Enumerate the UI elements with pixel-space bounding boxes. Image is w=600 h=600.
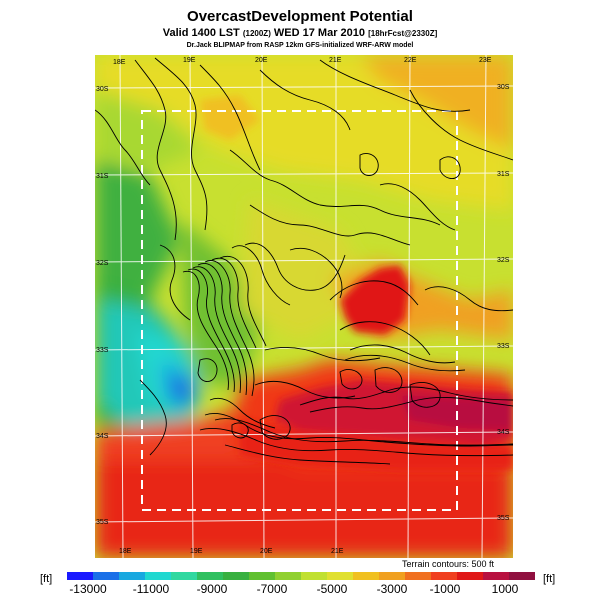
lon-labels-bottom: 18E 19E 20E 21E	[119, 548, 344, 555]
lat-lon-grid	[95, 55, 513, 558]
lat-label: 34S	[96, 433, 109, 440]
lon-label: 21E	[331, 548, 344, 555]
color-scale-tick: -3000	[376, 582, 408, 596]
model-credit: Dr.Jack BLIPMAP from RASP 12km GFS-initi…	[186, 42, 414, 49]
color-scale-swatch	[405, 572, 432, 580]
lat-labels-right: 30S 31S 32S 33S 34S 35S	[497, 84, 510, 522]
color-scale-swatch	[197, 572, 224, 580]
lon-label: 20E	[255, 57, 268, 64]
lat-label: 31S	[497, 171, 510, 178]
valid-zone: (1200Z)	[242, 29, 271, 38]
lat-label: 30S	[497, 84, 510, 91]
color-scale-swatch	[483, 572, 510, 580]
color-scale-bar	[67, 572, 535, 580]
color-scale-swatch	[509, 572, 535, 580]
lon-label: 22E	[404, 57, 417, 64]
color-scale-swatch	[145, 572, 172, 580]
lat-label: 35S	[96, 519, 109, 526]
lat-label: 32S	[497, 257, 510, 264]
color-scale-tick: -1000	[429, 582, 461, 596]
valid-prefix: Valid 1400 LST	[162, 27, 240, 39]
color-scale-swatch	[67, 572, 94, 580]
color-scale-swatch	[457, 572, 484, 580]
color-scale-tick: -5000	[316, 582, 348, 596]
valid-forecast: [18hrFcst@2330Z]	[368, 29, 438, 38]
color-scale-swatch	[93, 572, 120, 580]
color-scale-swatch	[275, 572, 302, 580]
unit-label-left: [ft]	[40, 573, 53, 585]
forecast-map: 18E 19E 20E 21E 22E 23E 18E 19E 20E 21E …	[95, 55, 513, 558]
lon-labels-top: 18E 19E 20E 21E 22E 23E	[113, 57, 492, 66]
terrain-contour-caption: Terrain contours: 500 ft	[402, 559, 495, 569]
lon-label: 18E	[119, 548, 132, 555]
lat-label: 35S	[497, 515, 510, 522]
color-scale-swatch	[327, 572, 354, 580]
color-scale-swatch	[171, 572, 198, 580]
valid-date: WED 17 Mar 2010	[273, 27, 366, 39]
lon-label: 21E	[329, 57, 342, 64]
unit-label-right: [ft]	[543, 573, 556, 585]
lat-label: 32S	[96, 260, 109, 267]
lon-label: 19E	[190, 548, 203, 555]
lon-label: 23E	[479, 57, 492, 64]
inner-domain-boundary	[141, 110, 458, 511]
lat-label: 33S	[96, 347, 109, 354]
lat-labels-left: 30S 31S 32S 33S 34S 35S	[96, 86, 109, 526]
color-scale-swatch	[431, 572, 458, 580]
color-scale-swatch	[223, 572, 250, 580]
color-scale-tick: -7000	[256, 582, 288, 596]
color-scale-swatch	[353, 572, 380, 580]
color-scale-swatch	[249, 572, 276, 580]
lat-label: 33S	[497, 343, 510, 350]
lat-label: 30S	[96, 86, 109, 93]
color-scale-swatch	[119, 572, 146, 580]
valid-time-line: Valid 1400 LST (1200Z) WED 17 Mar 2010 […	[0, 27, 600, 39]
lon-label: 19E	[183, 57, 196, 64]
lon-label: 18E	[113, 59, 126, 66]
color-scale-swatch	[379, 572, 406, 580]
color-scale-tick: -13000	[69, 582, 107, 596]
color-scale-tick: -11000	[132, 582, 170, 596]
color-scale-tick: -9000	[196, 582, 228, 596]
chart-title: OvercastDevelopment Potential	[187, 8, 413, 25]
overcast-color-field	[95, 55, 513, 558]
color-scale-swatch	[301, 572, 328, 580]
lat-label: 31S	[96, 173, 109, 180]
color-scale-tick: 1000	[491, 582, 519, 596]
lon-label: 20E	[260, 548, 273, 555]
lat-label: 34S	[497, 429, 510, 436]
terrain-contours	[95, 57, 513, 465]
